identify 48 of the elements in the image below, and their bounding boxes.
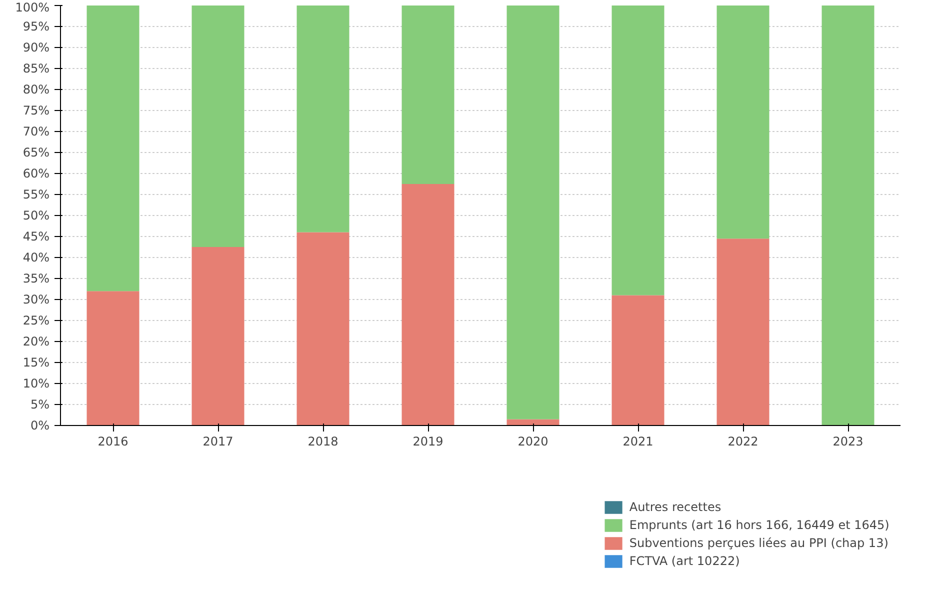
bar bbox=[506, 6, 560, 420]
y-tick-label: 50% bbox=[22, 208, 50, 222]
y-tick-label: 40% bbox=[22, 250, 50, 264]
x-tick-label: 2017 bbox=[202, 434, 234, 448]
y-tick-label: 65% bbox=[22, 146, 50, 160]
y-tick-label: 70% bbox=[22, 124, 50, 138]
y-tick-label: 95% bbox=[22, 20, 50, 34]
y-tick-label: 20% bbox=[22, 334, 50, 348]
y-tick-label: 5% bbox=[30, 398, 50, 412]
bar bbox=[296, 6, 350, 232]
y-tick-label: 85% bbox=[22, 62, 50, 76]
bar bbox=[192, 247, 244, 426]
y-tick-label: 55% bbox=[22, 188, 50, 202]
y-tick-label: 35% bbox=[22, 272, 50, 286]
x-tick-label: 2022 bbox=[728, 434, 758, 448]
bar bbox=[86, 6, 140, 292]
bar bbox=[192, 6, 244, 247]
y-tick-label: 60% bbox=[22, 166, 50, 180]
y-tick-label: 75% bbox=[22, 104, 50, 118]
x-tick-label: 2020 bbox=[518, 434, 548, 448]
y-tick-label: 30% bbox=[22, 292, 50, 306]
bar bbox=[402, 184, 454, 426]
bar bbox=[402, 6, 454, 184]
bar bbox=[716, 6, 770, 239]
bar bbox=[822, 6, 874, 426]
x-tick-label: 2019 bbox=[412, 434, 444, 448]
x-tick-label: 2016 bbox=[98, 434, 128, 448]
y-tick-label: 80% bbox=[22, 82, 50, 96]
bar bbox=[612, 6, 664, 296]
legend-label: Emprunts (art 16 hors 166, 16449 et 1645) bbox=[629, 518, 890, 532]
x-tick-label: 2018 bbox=[308, 434, 338, 448]
y-tick-label: 90% bbox=[22, 40, 50, 54]
y-tick-label: 10% bbox=[22, 376, 50, 390]
legend-label: FCTVA (art 10222) bbox=[629, 554, 740, 568]
bar bbox=[612, 295, 664, 426]
x-tick-label: 2021 bbox=[622, 434, 654, 448]
x-tick-label: 2023 bbox=[832, 434, 864, 448]
y-tick-label: 0% bbox=[30, 418, 50, 432]
y-tick-label: 25% bbox=[22, 314, 50, 328]
legend-label: Autres recettes bbox=[629, 500, 722, 514]
legend-label: Subventions perçues liées au PPI (chap 13) bbox=[629, 536, 888, 550]
bar bbox=[716, 238, 770, 426]
bar bbox=[296, 232, 350, 426]
y-tick-label: 45% bbox=[22, 230, 50, 244]
y-tick-label: 15% bbox=[22, 356, 50, 370]
bar bbox=[86, 291, 140, 426]
bar bbox=[506, 419, 560, 426]
y-tick-label: 100% bbox=[15, 0, 50, 14]
